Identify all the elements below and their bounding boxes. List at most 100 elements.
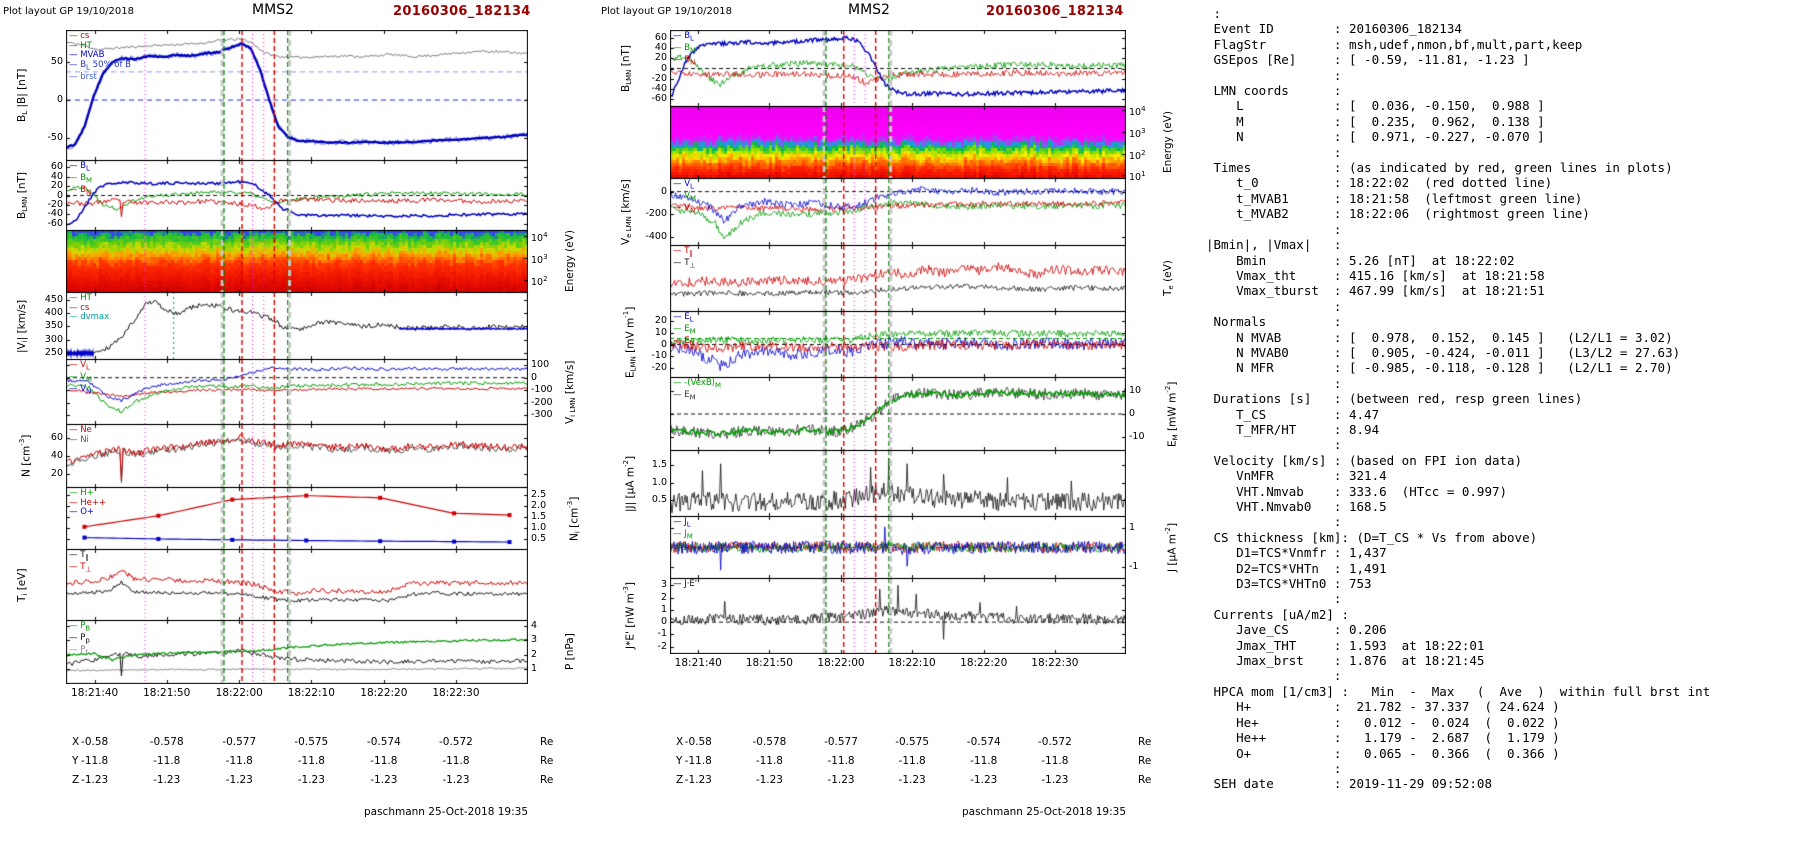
coord-value: -1.23 [898,774,926,786]
info-line: Vmax_tburst : 467.99 [km/s] at 18:21:51 [1206,283,1545,299]
info-line: Jmax_brst : 1.876 at 18:21:45 [1206,653,1485,669]
info-line: Normals : [1206,314,1342,330]
time-axis-label: 18:22:30 [1031,657,1079,669]
figure-middle: Plot layout GP 19/10/2018 MMS2 20160306_… [598,0,1196,841]
credit-line: paschmann 25-Oct-2018 19:35 [363,806,528,818]
coord-value: -0.578 [752,736,787,748]
info-line: SEH date : 2019-11-29 09:52:08 [1206,776,1492,792]
ylabel-pressure: P [nPa] [564,633,576,671]
coord-unit: Re [540,755,554,767]
event-info-panel: : Event ID : 20160306_182134 FlagStr : m… [1206,6,1802,792]
panel-canvas-hpca-density [66,487,528,550]
ytick-label: -200 [531,396,553,408]
info-line: t_MVAB1 : 18:21:58 (leftmost green line) [1206,190,1583,206]
coord-value: -11.8 [1041,755,1069,767]
ytick-label: 300 [44,333,63,345]
info-line: t_0 : 18:22:02 (red dotted line) [1206,175,1553,191]
panel-canvas-e-m-poynting [670,377,1126,451]
info-line: M : [ 0.235, 0.962, 0.138 ] [1206,113,1545,129]
panel-canvas-current-lmn [670,516,1126,579]
panel-canvas-electron-velocity-lmn [670,178,1126,246]
panel-canvas-e-field-lmn [670,311,1126,378]
ytick-label: -20 [651,72,667,84]
ytick-label: 250 [44,347,63,359]
panel-e-m-poynting [670,377,1126,451]
coord-row-label: X [676,736,684,748]
ylabel-current-lmn: J [μA m-2] [1164,522,1179,573]
panel-canvas-ion-energy-spectrogram [66,230,528,293]
panel-ion-speed [66,292,528,360]
coord-value: -1.23 [297,774,325,786]
ytick-label: -1 [657,628,667,640]
ytick-label: 2.5 [531,488,547,500]
coord-value: -1.23 [827,774,855,786]
info-line: : [1206,668,1342,684]
coord-row-label: Z [72,774,80,786]
panel-e-field-lmn [670,311,1126,378]
ytick-label: 20 [654,52,667,64]
coord-value: -0.575 [294,736,329,748]
ytick-log-label: 102 [1129,149,1146,163]
info-line: D1=TCS*Vnmfr : 1,437 [1206,545,1387,561]
ylabel-ion-velocity-lmn: Vi LMN [km/s] [564,360,578,424]
ytick-label: -1 [1129,561,1139,573]
ytick-label: 0 [531,371,538,383]
ylabel-ion-energy-spectrogram: Energy (eV) [564,230,576,293]
figure-left: Plot layout GP 19/10/2018 MMS2 20160306_… [0,0,598,841]
ytick-label: 450 [44,293,63,305]
info-line: N : [ 0.971, -0.227, -0.070 ] [1206,129,1545,145]
ylabel-electron-temperature: Te (eV) [1162,260,1176,297]
ytick-label: 20 [50,180,63,192]
time-axis-label: 18:22:00 [215,687,263,699]
time-axis-label: 18:22:00 [817,657,865,669]
time-axis-label: 18:22:20 [960,657,1008,669]
ytick-label: 2 [531,648,538,660]
ytick-label: 0 [660,616,667,628]
coord-unit: Re [540,774,554,786]
panel-canvas-current-magnitude [670,450,1126,517]
info-line: GSEpos [Re] : [ -0.59, -11.81, -1.23 ] [1206,52,1530,68]
ytick-label: 0.5 [651,493,667,505]
info-line: Velocity [km/s] : (based on FPI ion data… [1206,452,1523,468]
ytick-label: 0 [660,338,667,350]
ytick-log-label: 104 [531,231,548,245]
info-line: Currents [uA/m2] : [1206,606,1349,622]
info-line: : [1206,760,1342,776]
time-axis-label: 18:21:50 [745,657,793,669]
ytick-label: -20 [651,362,667,374]
ytick-label: 0 [56,94,63,106]
coord-value: -1.23 [153,774,181,786]
ytick-label: 0 [660,62,667,74]
info-line: : [1206,6,1222,21]
time-axis-label: 18:21:50 [143,687,191,699]
panel-electron-energy-spectrogram [670,106,1126,179]
ytick-label: 40 [50,170,63,182]
ytick-label: -20 [47,198,63,210]
panel-canvas-electron-temperature [670,245,1126,312]
ylabel-ion-temperature: Ti [eV] [16,568,30,602]
coord-value: -11.8 [827,755,855,767]
ytick-label: 40 [654,41,667,53]
info-line: t_MVAB2 : 18:22:06 (rightmost green line… [1206,206,1590,222]
ytick-log-label: 101 [1129,170,1146,184]
ytick-label: 4 [531,619,538,631]
info-line: FlagStr : msh,udef,nmon,bf,mult,part,kee… [1206,36,1583,52]
panel-canvas-b-total [66,30,528,161]
panel-canvas-electron-energy-spectrogram [670,106,1126,179]
ytick-label: -60 [651,93,667,105]
info-line: Jave_CS : 0.206 [1206,622,1387,638]
coord-value: -0.577 [824,736,858,748]
coord-value: -1.23 [970,774,998,786]
plot-layout-label: Plot layout GP 19/10/2018 [601,6,733,17]
ytick-label: 3 [531,634,538,646]
coord-value: -0.578 [149,736,184,748]
info-line: Jmax_THT : 1.593 at 18:22:01 [1206,637,1485,653]
coord-value: -0.574 [366,736,401,748]
coord-unit: Re [1138,774,1152,786]
ytick-label: 0 [660,185,667,197]
ytick-label: 20 [654,314,667,326]
time-axis-label: 18:22:30 [432,687,480,699]
info-line: VHT.Nmvab : 333.6 (HTcc = 0.997) [1206,483,1508,499]
ytick-label: 60 [50,161,63,173]
time-axis-label: 18:22:20 [360,687,408,699]
